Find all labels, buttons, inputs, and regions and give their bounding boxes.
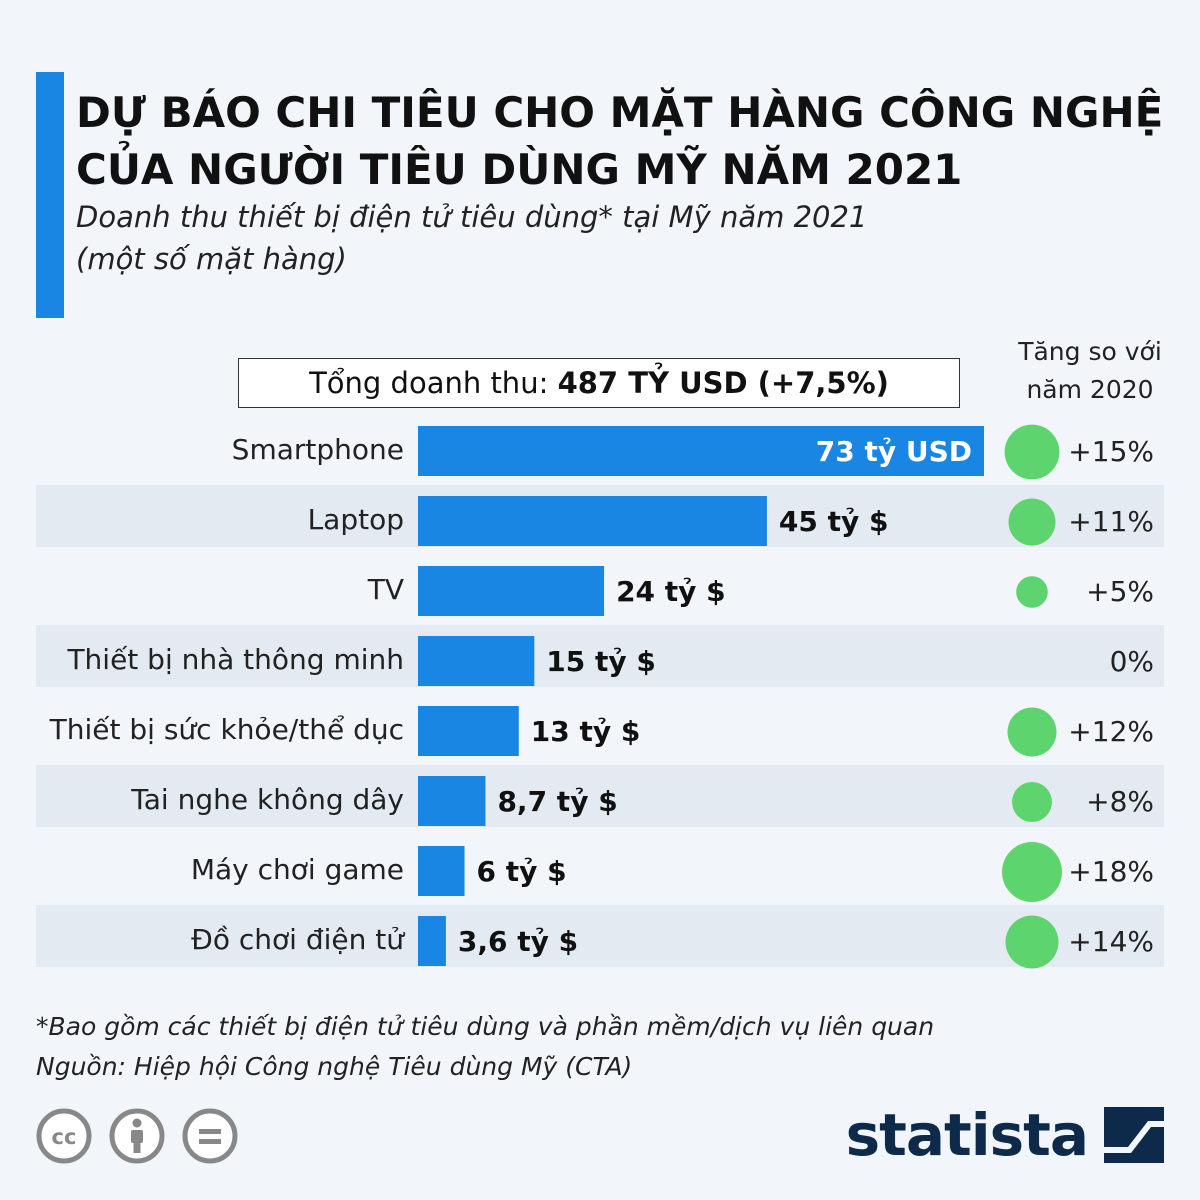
growth-label: +5% (1086, 575, 1154, 608)
growth-bubble (1008, 498, 1056, 546)
row-band (36, 625, 1164, 687)
footnote-note: *Bao gồm các thiết bị điện tử tiêu dùng … (36, 1012, 935, 1041)
category-label: Laptop (308, 503, 404, 536)
accent-bar (36, 72, 64, 318)
growth-label: +18% (1068, 855, 1154, 888)
footnote: *Bao gồm các thiết bị điện tử tiêu dùng … (36, 1007, 1136, 1087)
growth-bubble (1007, 707, 1057, 757)
bar (418, 496, 767, 546)
value-label: 3,6 tỷ $ (458, 925, 578, 958)
bar-chart: Smartphone 73 tỷ USD +15% Laptop 45 tỷ $ +11%… (36, 424, 1164, 969)
cc-icon: cc (36, 1108, 92, 1164)
statista-logo-icon (1104, 1107, 1164, 1163)
bar (418, 706, 519, 756)
subtitle-line-2: (một số mặt hàng) (76, 242, 347, 276)
growth-bubble (1002, 842, 1062, 902)
growth-column-header: Tăng so với năm 2020 (990, 333, 1190, 409)
total-revenue-box: Tổng doanh thu: 487 TỶ USD (+7,5%) (238, 358, 960, 408)
growth-bubble (1012, 782, 1052, 822)
growth-bubble (1004, 424, 1060, 480)
footnote-source: Nguồn: Hiệp hội Công nghệ Tiêu dùng Mỹ (… (36, 1052, 633, 1081)
growth-bubble (1005, 915, 1059, 969)
category-label: Đồ chơi điện tử (191, 923, 405, 956)
row-band (36, 905, 1164, 967)
bar (418, 636, 535, 686)
bar (418, 846, 465, 896)
category-label: Tai nghe không dây (130, 783, 404, 816)
bar (418, 776, 486, 826)
attribution-icon (109, 1108, 165, 1164)
license-icons: cc (36, 1108, 250, 1164)
category-label: TV (367, 573, 404, 606)
total-revenue-value: 487 TỶ USD (+7,5%) (557, 366, 889, 400)
statista-logo-text: statista (845, 1101, 1089, 1169)
value-label: 8,7 tỷ $ (497, 785, 617, 818)
growth-label: +11% (1068, 505, 1154, 538)
subtitle-line-1: Doanh thu thiết bị điện tử tiêu dùng* tạ… (76, 200, 868, 234)
row-band (36, 765, 1164, 827)
chart-subtitle: Doanh thu thiết bị điện tử tiêu dùng* tạ… (76, 196, 1076, 280)
value-label: 24 tỷ $ (616, 575, 726, 608)
growth-label: 0% (1110, 645, 1154, 678)
growth-label: +8% (1086, 785, 1154, 818)
value-label: 15 tỷ $ (546, 645, 656, 678)
growth-label: +15% (1068, 435, 1154, 468)
value-label: 73 tỷ USD (816, 435, 972, 468)
no-derivatives-icon (182, 1108, 238, 1164)
value-label: 45 tỷ $ (779, 505, 889, 538)
total-revenue-label: Tổng doanh thu: (309, 366, 549, 400)
statista-logo: statista (846, 1100, 1164, 1170)
bar (418, 916, 446, 966)
category-label: Máy chơi game (191, 853, 404, 886)
chart-title: DỰ BÁO CHI TIÊU CHO MẶT HÀNG CÔNG NGHỆ C… (76, 88, 1164, 194)
value-label: 13 tỷ $ (531, 715, 641, 748)
growth-bubble (1016, 576, 1048, 608)
category-label: Thiết bị nhà thông minh (66, 643, 404, 676)
bar (418, 566, 605, 616)
growth-label: +12% (1068, 715, 1154, 748)
svg-text:cc: cc (52, 1125, 77, 1149)
category-label: Smartphone (232, 433, 404, 466)
growth-header-line-2: năm 2020 (1026, 375, 1154, 404)
bar (418, 426, 984, 476)
growth-label: +14% (1068, 925, 1154, 958)
growth-header-line-1: Tăng so với (1018, 337, 1162, 366)
category-label: Thiết bị sức khỏe/thể dục (49, 713, 404, 746)
value-label: 6 tỷ $ (477, 855, 567, 888)
